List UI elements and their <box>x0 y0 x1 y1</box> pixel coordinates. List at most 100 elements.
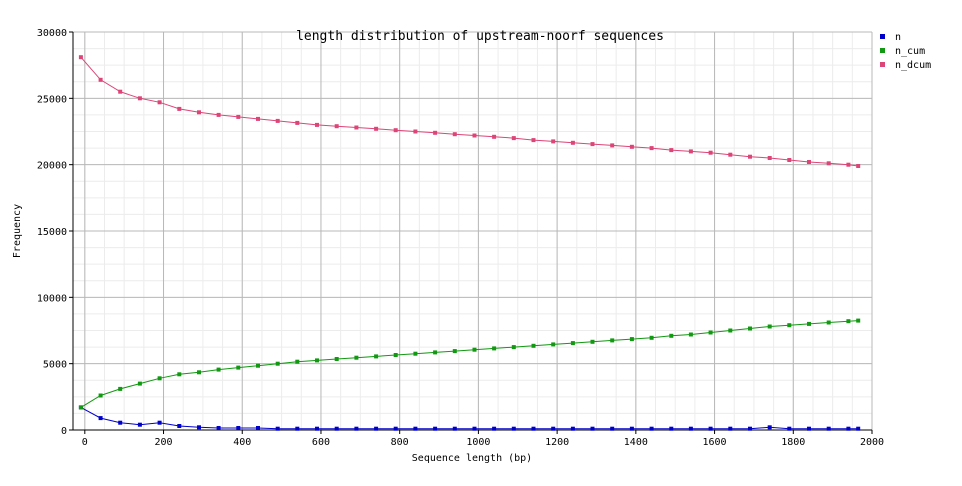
data-point-n <box>118 420 123 425</box>
data-point-n <box>590 426 595 431</box>
data-point-n_cum <box>393 353 398 357</box>
data-point-n_cum <box>629 337 634 342</box>
x-tick-label: 800 <box>391 437 409 448</box>
data-point-n <box>610 426 615 431</box>
data-point-n <box>137 422 142 427</box>
x-tick-label: 200 <box>154 437 172 448</box>
data-point-n_dcum <box>118 89 123 94</box>
data-point-n_cum <box>846 319 851 324</box>
data-point-n_cum <box>492 346 497 351</box>
data-point-n <box>315 426 319 431</box>
data-point-n_cum <box>98 393 103 398</box>
legend-label-n_cum: n_cum <box>895 46 925 57</box>
data-point-n_cum <box>157 376 162 381</box>
data-point-n_dcum <box>334 124 339 129</box>
data-point-n_dcum <box>413 129 418 134</box>
data-point-n <box>256 426 260 430</box>
data-point-n_cum <box>688 332 693 337</box>
x-tick-label: 1000 <box>466 437 490 448</box>
legend-marker-n_cum <box>880 48 885 53</box>
data-point-n <box>157 420 162 425</box>
tick-labels: 0 200 400 600 800 1000 1200 1400 1600 1800 2000050… <box>37 28 884 448</box>
data-point-n <box>767 425 772 430</box>
data-point-n_dcum <box>393 128 398 133</box>
data-point-n_cum <box>767 324 772 329</box>
data-point-n_cum <box>551 342 556 347</box>
data-point-n_cum <box>315 358 319 363</box>
x-tick-label: 1600 <box>703 437 727 448</box>
y-tick-label: 15000 <box>37 227 67 238</box>
data-point-n_dcum <box>472 133 477 138</box>
data-point-n_cum <box>610 338 615 343</box>
data-point-n_cum <box>570 341 575 346</box>
data-point-n_dcum <box>708 150 713 155</box>
data-point-n_cum <box>531 343 536 348</box>
data-point-n_cum <box>826 320 831 325</box>
data-point-n <box>98 416 103 421</box>
data-point-n_cum <box>708 330 713 335</box>
data-point-n_dcum <box>728 152 733 157</box>
data-point-n_dcum <box>295 120 300 125</box>
data-point-n_cum <box>807 321 811 326</box>
data-point-n_cum <box>433 350 438 355</box>
data-point-n_cum <box>472 347 477 352</box>
data-point-n <box>393 426 398 431</box>
data-point-n_dcum <box>157 100 162 105</box>
y-tick-label: 20000 <box>37 161 67 172</box>
data-point-n_cum <box>275 361 280 366</box>
data-point-n <box>374 426 379 431</box>
legend: n n_cum n_dcum <box>880 32 931 71</box>
data-point-n_dcum <box>846 162 851 167</box>
data-point-n_dcum <box>197 110 201 115</box>
data-point-n_cum <box>787 323 792 328</box>
data-point-n_dcum <box>78 55 83 60</box>
data-point-n_cum <box>177 372 182 377</box>
data-point-n_dcum <box>610 143 615 148</box>
x-tick-label: 1800 <box>781 437 805 448</box>
data-point-n_dcum <box>511 136 516 141</box>
x-tick-label: 0 <box>82 437 88 448</box>
data-point-n_dcum <box>748 154 752 159</box>
x-tick-label: 600 <box>312 437 330 448</box>
y-tick-label: 25000 <box>37 94 67 105</box>
data-point-n_cum <box>354 355 359 360</box>
data-point-n <box>197 425 201 430</box>
data-point-n_dcum <box>452 132 457 137</box>
legend-label-n: n <box>895 32 901 43</box>
data-point-n <box>177 424 182 428</box>
data-point-n <box>472 426 477 431</box>
x-tick-label: 1400 <box>624 437 648 448</box>
data-point-n <box>531 426 536 431</box>
data-point-n_dcum <box>551 139 556 144</box>
data-point-n_dcum <box>216 112 221 117</box>
data-point-n_cum <box>413 351 418 356</box>
data-point-n_dcum <box>315 122 319 127</box>
legend-marker-n_dcum <box>880 62 885 67</box>
data-point-n_dcum <box>807 160 811 164</box>
data-point-n <box>216 426 221 430</box>
data-point-n <box>570 426 575 431</box>
data-point-n_dcum <box>137 96 142 101</box>
y-tick-label: 0 <box>61 426 67 437</box>
data-point-n_dcum <box>177 106 182 111</box>
data-point-n <box>807 426 811 431</box>
legend-marker-n <box>880 34 885 39</box>
data-point-n_cum <box>137 381 142 386</box>
data-point-n_cum <box>452 349 457 354</box>
data-point-n <box>511 426 516 431</box>
y-axis-label: Frequency <box>12 204 23 258</box>
data-point-n <box>275 426 280 431</box>
data-point-n <box>629 426 634 431</box>
legend-label-n_dcum: n_dcum <box>895 60 931 71</box>
data-point-n <box>669 426 674 431</box>
data-point-n <box>649 426 654 431</box>
data-point-n_dcum <box>433 130 438 135</box>
data-point-n_cum <box>649 335 654 340</box>
data-point-n_dcum <box>256 116 260 121</box>
y-tick-label: 5000 <box>43 360 67 371</box>
data-point-n <box>413 426 418 431</box>
data-point-n <box>492 426 497 431</box>
data-point-n_dcum <box>531 138 536 143</box>
